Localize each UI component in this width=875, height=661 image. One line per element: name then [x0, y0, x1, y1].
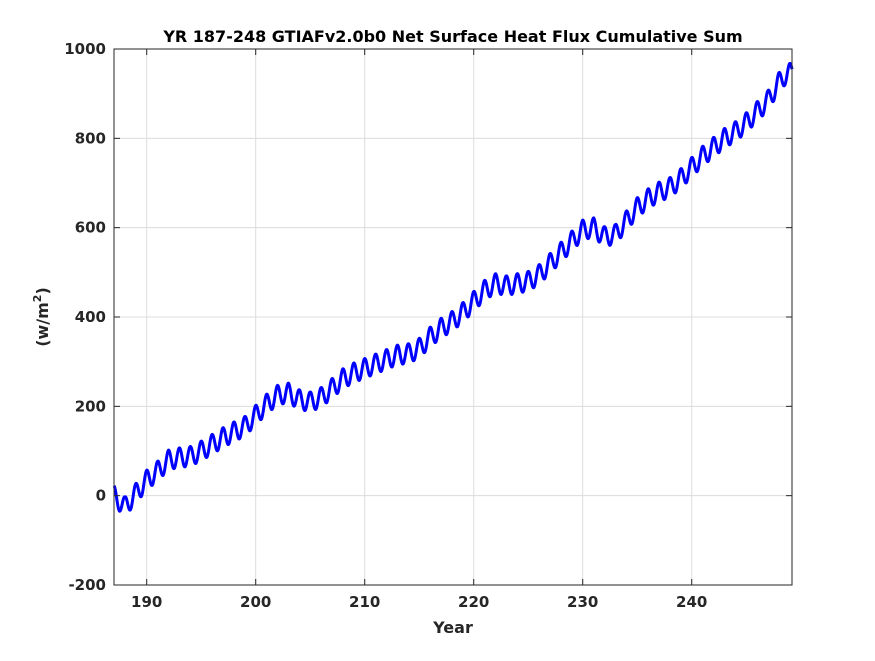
x-tick-label: 240 [676, 593, 707, 611]
x-axis-ticks [146, 49, 693, 585]
x-tick-label: 220 [458, 593, 489, 611]
y-tick-label: 400 [75, 308, 106, 326]
y-tick-label: -200 [68, 576, 106, 594]
chart-title: YR 187-248 GTIAFv2.0b0 Net Surface Heat … [162, 27, 742, 46]
x-tick-label: 210 [349, 593, 380, 611]
series-layer [112, 61, 794, 513]
y-axis-label: (w/m2) [31, 287, 52, 347]
series-line [112, 61, 794, 513]
y-tick-label: 0 [96, 487, 106, 505]
y-tick-label: 800 [75, 129, 106, 147]
x-tick-label: 190 [131, 593, 162, 611]
x-tick-label: 230 [567, 593, 598, 611]
y-axis-label-exponent: 2 [31, 295, 44, 303]
x-axis-label: Year [432, 618, 473, 637]
x-axis-tick-labels: 190 200 210 220 230 240 [131, 593, 707, 611]
y-axis-tick-labels: -200 0 200 400 600 800 1000 [64, 40, 106, 594]
y-axis-ticks [114, 48, 792, 586]
y-axis-label-base: (w/m [33, 302, 52, 347]
y-tick-label: 600 [75, 219, 106, 237]
y-tick-label: 1000 [64, 40, 106, 58]
y-axis-label-close: ) [33, 287, 52, 294]
x-tick-label: 200 [240, 593, 271, 611]
y-tick-label: 200 [75, 397, 106, 415]
